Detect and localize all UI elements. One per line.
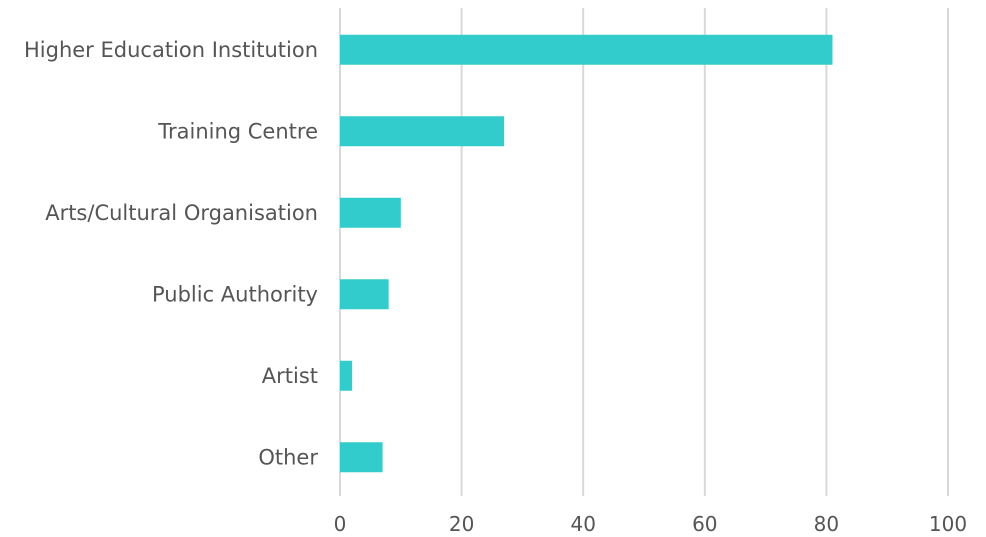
gridlines <box>339 8 949 496</box>
bars <box>340 34 833 473</box>
bar-3 <box>340 279 389 310</box>
category-label: Artist <box>262 364 318 388</box>
x-tick-label: 100 <box>929 512 967 536</box>
bar-2 <box>340 197 401 228</box>
x-tick-label: 0 <box>334 512 347 536</box>
category-label: Higher Education Institution <box>24 38 318 62</box>
category-label: Other <box>258 445 318 469</box>
category-label: Public Authority <box>152 282 318 306</box>
bar-1 <box>340 116 505 147</box>
category-label: Arts/Cultural Organisation <box>45 201 318 225</box>
x-tick-label: 80 <box>814 512 839 536</box>
category-label: Training Centre <box>157 119 318 143</box>
category-labels: Higher Education Institution Training Cen… <box>24 38 318 470</box>
bar-5 <box>340 442 383 473</box>
x-tick-label: 40 <box>570 512 595 536</box>
bar-4 <box>340 360 353 391</box>
x-tick-label: 20 <box>449 512 474 536</box>
x-tick-label: 60 <box>692 512 717 536</box>
x-tick-labels: 0 20 40 60 80 100 <box>334 512 967 536</box>
bar-0 <box>340 34 833 65</box>
